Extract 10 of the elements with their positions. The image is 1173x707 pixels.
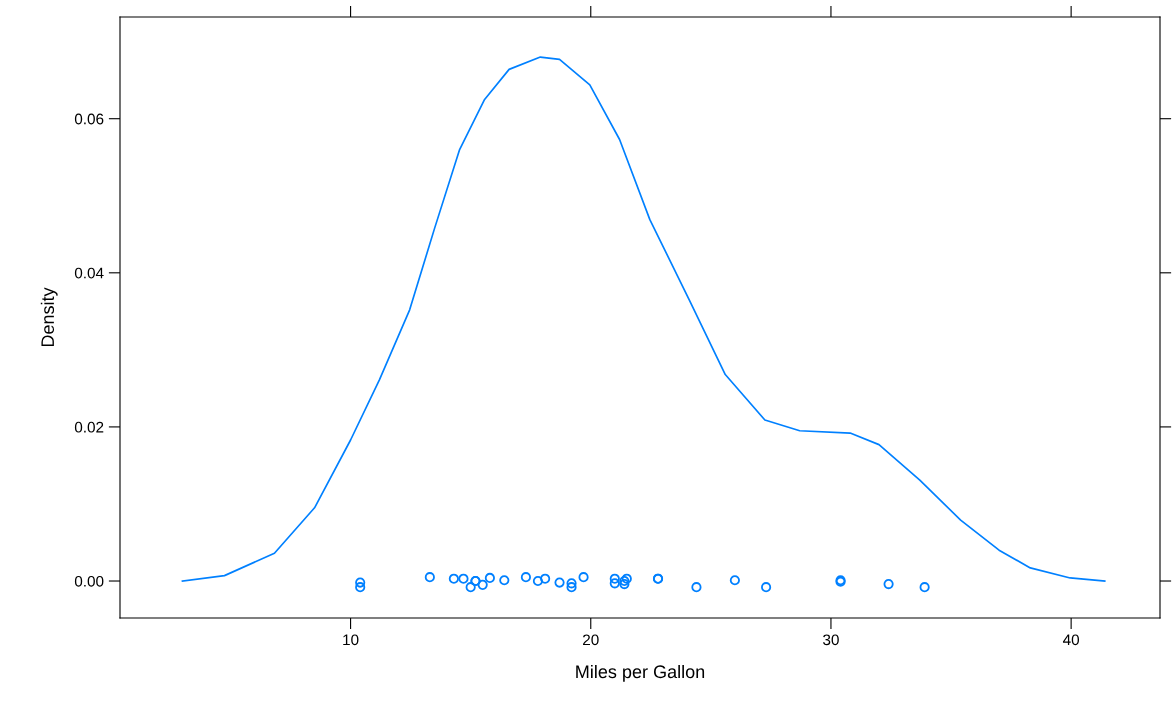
y-axis-title: Density [40,287,58,347]
x-tick-label: 10 [343,634,359,646]
y-tick-label: 0.04 [74,267,104,279]
y-tick-label: 0.00 [74,575,104,587]
x-tick-label: 30 [823,634,839,646]
x-axis-title: Miles per Gallon [576,664,705,682]
x-tick-label: 20 [583,634,599,646]
y-tick-label: 0.06 [74,113,104,125]
y-tick-label: 0.02 [74,421,104,433]
x-tick-label: 40 [1062,634,1080,646]
